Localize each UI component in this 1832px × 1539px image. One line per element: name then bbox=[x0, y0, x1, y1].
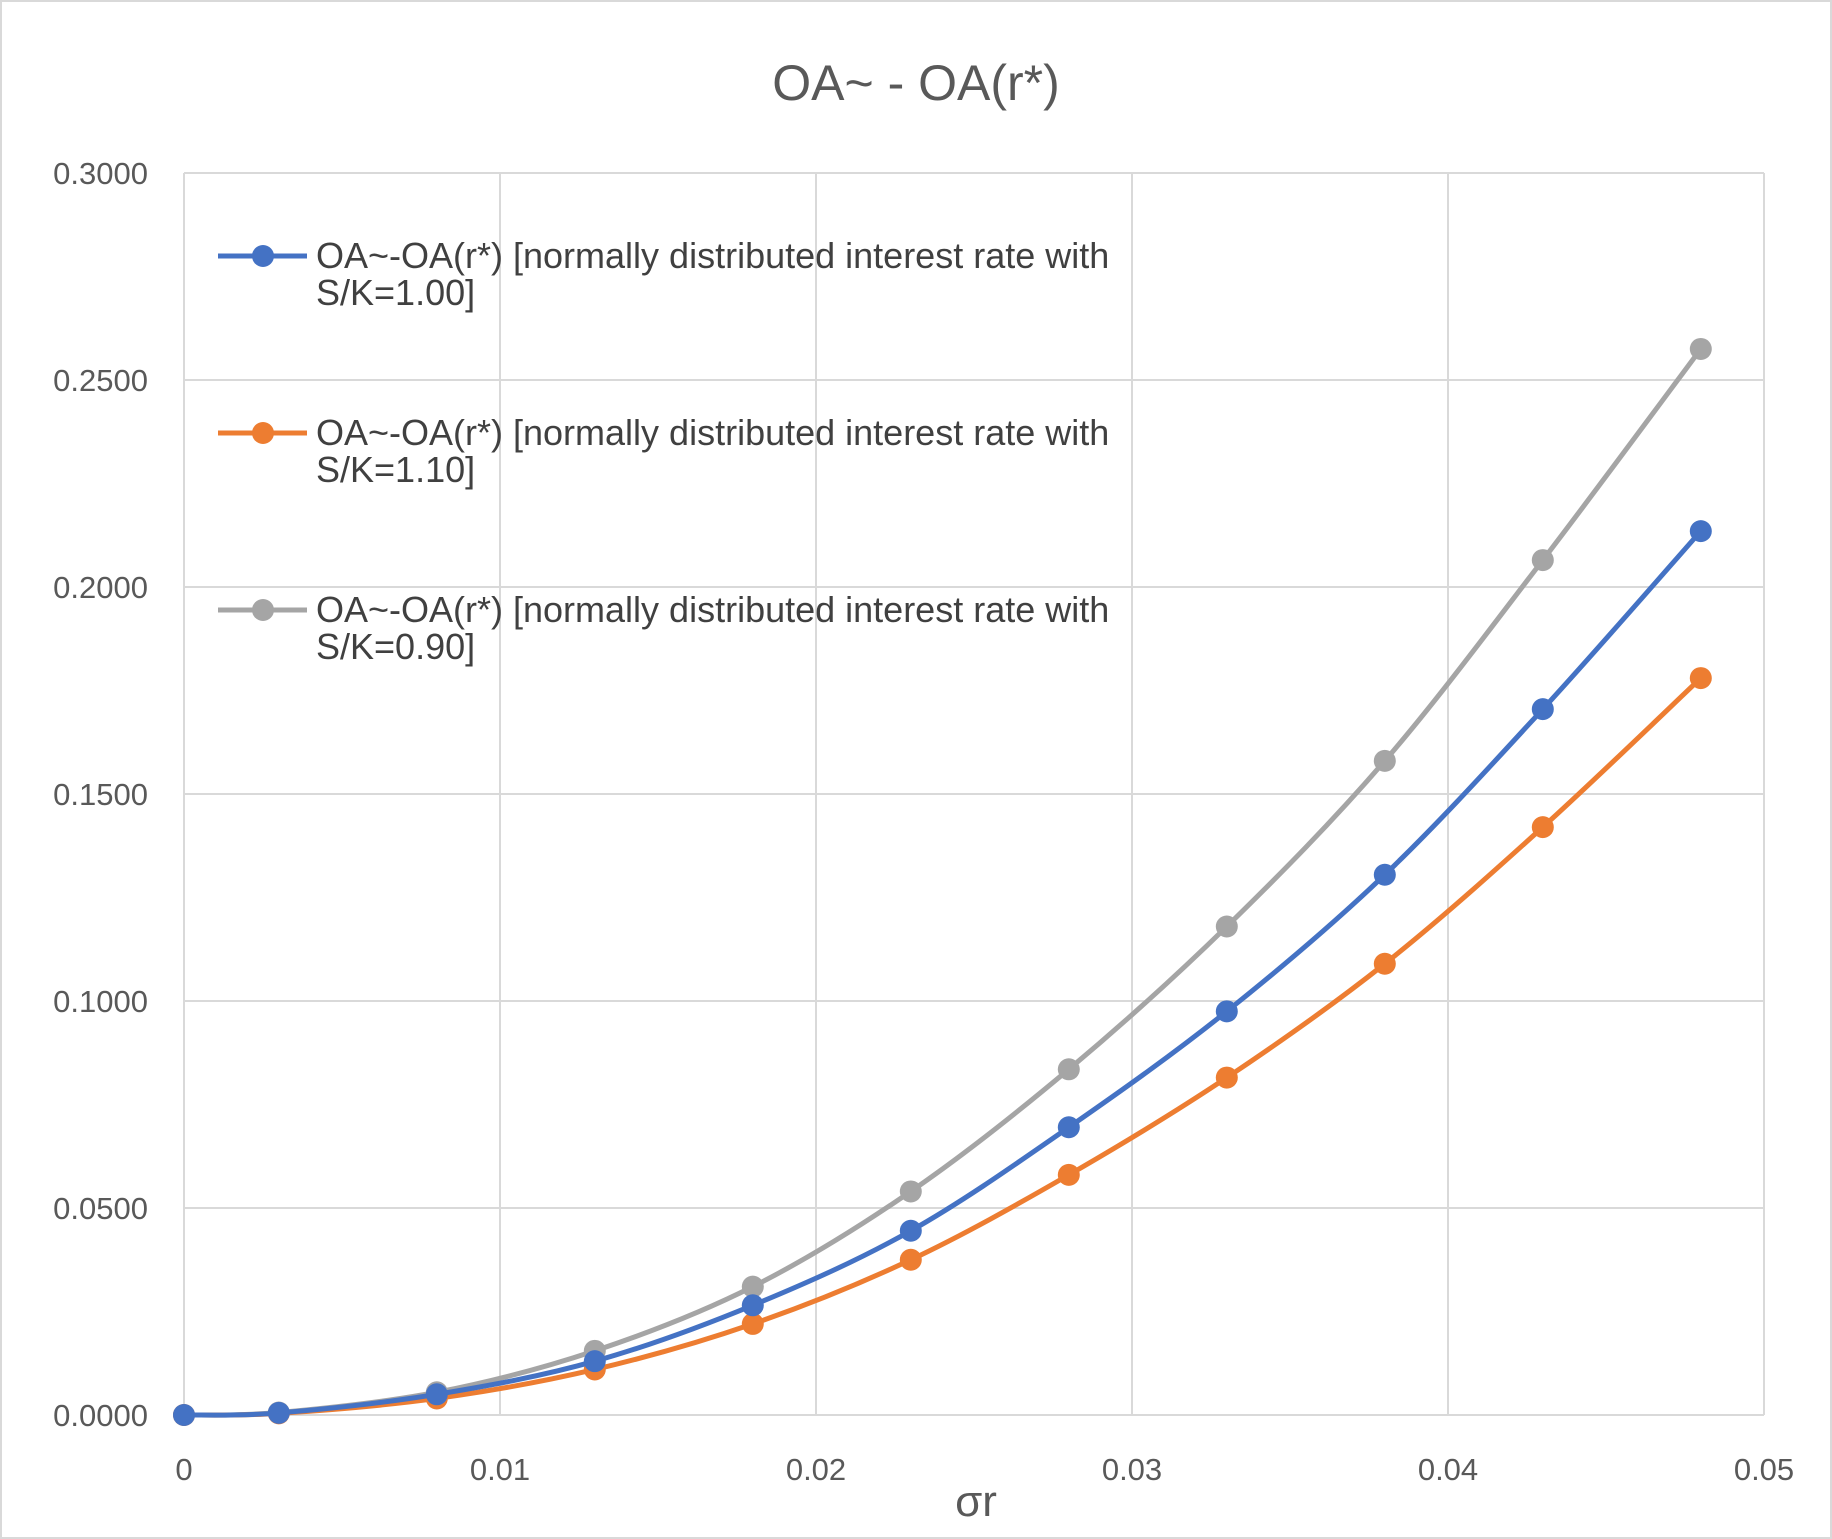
x-tick-label: 0.01 bbox=[470, 1452, 530, 1487]
series-0-point[interactable] bbox=[173, 1404, 195, 1426]
legend-label-line1: OA~-OA(r*) [normally distributed interes… bbox=[316, 589, 1109, 630]
series-1-point[interactable] bbox=[1689, 667, 1712, 690]
series-2-point[interactable] bbox=[1689, 337, 1712, 360]
chart-title: OA~ - OA(r*) bbox=[772, 55, 1060, 111]
legend-swatch-marker bbox=[252, 245, 274, 267]
legend-label-line1: OA~-OA(r*) [normally distributed interes… bbox=[316, 412, 1109, 453]
series-2-point[interactable] bbox=[1215, 915, 1238, 938]
y-tick-label: 0.2500 bbox=[53, 363, 148, 398]
series-1-point[interactable] bbox=[1057, 1163, 1080, 1186]
series-0-point[interactable] bbox=[425, 1383, 448, 1406]
y-tick-label: 0.1000 bbox=[53, 984, 148, 1019]
legend-swatch-marker bbox=[252, 422, 274, 444]
series-1-point[interactable] bbox=[1531, 816, 1554, 839]
y-tick-label: 0.3000 bbox=[53, 156, 148, 191]
series-2-point[interactable] bbox=[741, 1275, 764, 1298]
axis-ticks: 0.0000 0.0500 0.1000 0.1500 0.2000 0.2500 0.30… bbox=[53, 156, 1794, 1487]
x-tick-label: 0.05 bbox=[1734, 1452, 1794, 1487]
series-0-point[interactable] bbox=[1373, 863, 1396, 886]
series-0-point[interactable] bbox=[1057, 1116, 1080, 1139]
legend-label-line2: S/K=0.90] bbox=[316, 626, 475, 667]
series-1-point[interactable] bbox=[741, 1312, 764, 1335]
series-2-point[interactable] bbox=[899, 1180, 922, 1203]
x-axis-label: σr bbox=[955, 1477, 997, 1526]
legend-swatch-marker bbox=[252, 599, 274, 621]
x-tick-label: 0.02 bbox=[786, 1452, 846, 1487]
x-tick-label: 0 bbox=[175, 1452, 192, 1487]
y-tick-label: 0.2000 bbox=[53, 570, 148, 605]
series-0-point[interactable] bbox=[899, 1219, 922, 1242]
series-2-point[interactable] bbox=[1373, 749, 1396, 772]
series-0-point[interactable] bbox=[1689, 520, 1712, 543]
legend-label-line2: S/K=1.00] bbox=[316, 272, 475, 313]
gridlines bbox=[183, 172, 1765, 1416]
y-tick-label: 0.1500 bbox=[53, 777, 148, 812]
series-0-point[interactable] bbox=[267, 1401, 290, 1424]
y-tick-label: 0.0500 bbox=[53, 1191, 148, 1226]
legend-label-line2: S/K=1.10] bbox=[316, 449, 475, 490]
series-1-point[interactable] bbox=[1215, 1066, 1238, 1089]
series-1-point[interactable] bbox=[899, 1248, 922, 1271]
x-tick-label: 0.03 bbox=[1102, 1452, 1162, 1487]
series-1-point[interactable] bbox=[1373, 952, 1396, 975]
series-2-point[interactable] bbox=[1531, 549, 1554, 572]
series-2-point[interactable] bbox=[1057, 1058, 1080, 1081]
series-0-point[interactable] bbox=[1215, 1000, 1238, 1023]
series-0-point[interactable] bbox=[1531, 698, 1554, 721]
legend[interactable]: OA~-OA(r*) [normally distributed interes… bbox=[218, 235, 1109, 667]
series-0-point[interactable] bbox=[741, 1294, 764, 1317]
y-tick-label: 0.0000 bbox=[53, 1398, 148, 1433]
series-layer bbox=[173, 337, 1712, 1426]
legend-label-line1: OA~-OA(r*) [normally distributed interes… bbox=[316, 235, 1109, 276]
series-0-point[interactable] bbox=[583, 1350, 606, 1373]
x-tick-label: 0.04 bbox=[1418, 1452, 1478, 1487]
